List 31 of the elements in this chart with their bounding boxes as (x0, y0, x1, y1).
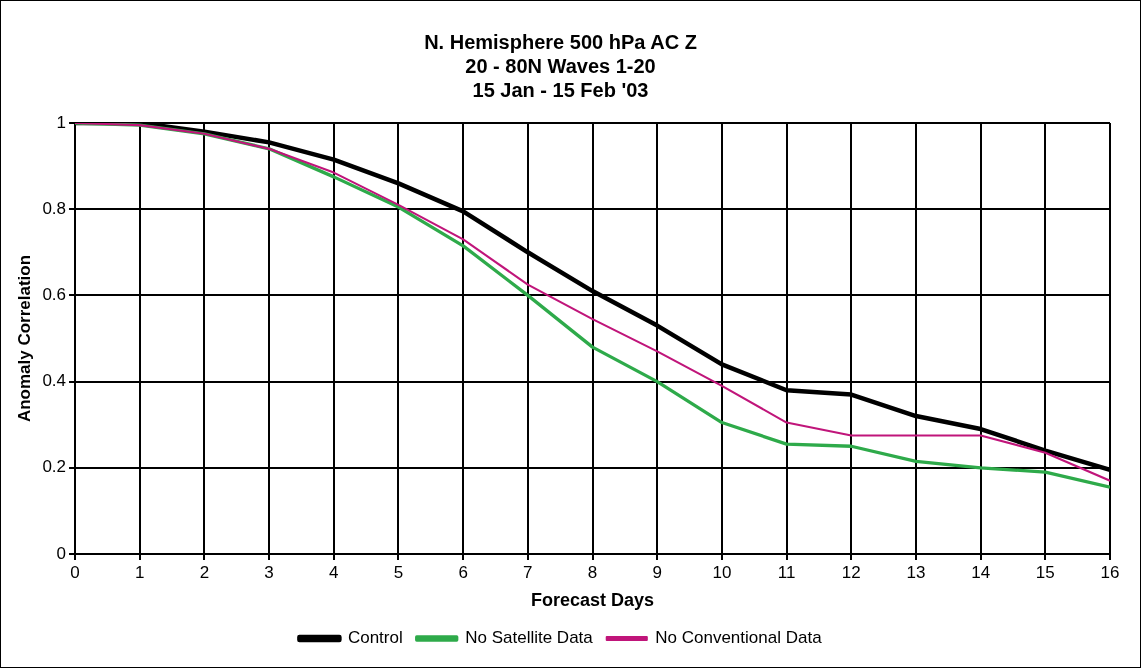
x-tick-label: 7 (523, 562, 533, 582)
x-tick-label: 16 (1100, 562, 1120, 582)
x-tick-label: 5 (393, 562, 404, 582)
x-tick-label: 10 (712, 562, 732, 582)
x-tick-label: 14 (971, 562, 991, 582)
x-tick-label: 0 (70, 562, 80, 582)
legend-label: No Satellite Data (465, 628, 594, 648)
x-axis-title: Forecast Days (530, 590, 655, 611)
text: N. Hemisphere 500 hPa AC Z (424, 30, 697, 53)
y-tick-label: 0.2 (42, 457, 67, 477)
y-tick-label: 0 (56, 543, 67, 563)
x-tick-label: 13 (906, 562, 926, 582)
legend-label: Control (347, 628, 403, 648)
x-tick-label: 6 (458, 562, 468, 582)
y-tick-label: 0.6 (42, 285, 67, 305)
x-tick-label: 9 (652, 562, 662, 582)
x-tick-label: 8 (587, 562, 598, 582)
y-tick-label: 0.8 (42, 198, 67, 218)
x-tick-label: 2 (199, 562, 210, 582)
legend-label: No Conventional Data (655, 628, 823, 648)
text: 15 Jan - 15 Feb '03 (472, 78, 649, 101)
x-tick-label: 4 (329, 562, 339, 582)
x-tick-label: 15 (1035, 562, 1055, 582)
x-tick-label: 1 (134, 562, 145, 582)
text: 20 - 80N Waves 1-20 (465, 54, 656, 77)
x-tick-label: 12 (841, 562, 861, 582)
y-tick-label: 0.4 (42, 371, 67, 391)
y-axis-title: Anomaly Correlation (14, 254, 34, 423)
x-tick-label: 11 (777, 562, 796, 582)
x-tick-label: 3 (264, 562, 274, 582)
y-tick-label: 1 (56, 112, 67, 132)
